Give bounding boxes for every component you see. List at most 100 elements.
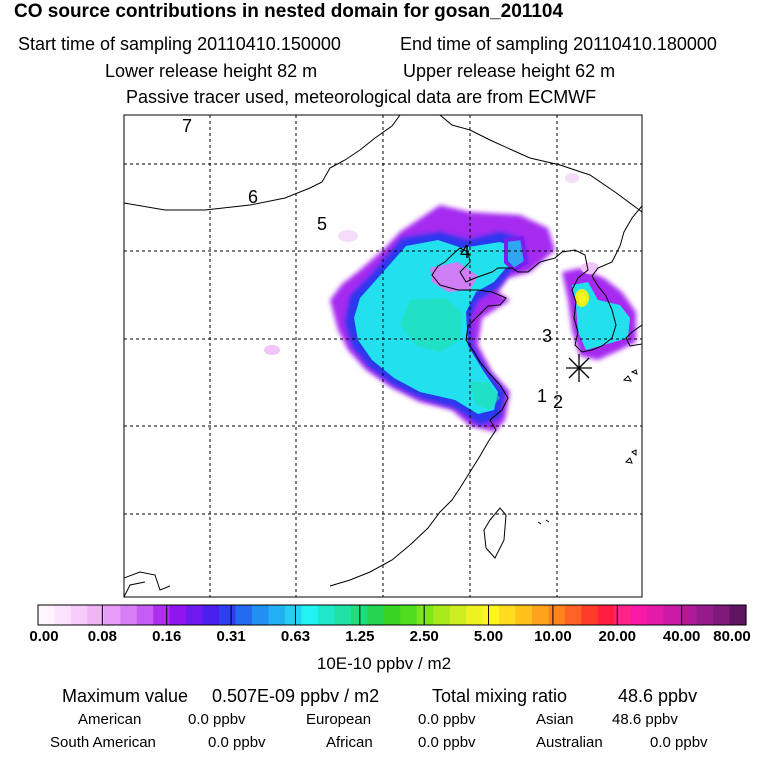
region-number-7: 7 [182,116,192,136]
faint-patch-d [338,230,358,242]
colorbar-swatch [103,605,121,625]
faint-patch-c [581,262,599,274]
china-coast-line [329,247,541,587]
colorbar-swatch [219,605,237,625]
colorbar-swatch [400,605,418,625]
end-time-label: End time of sampling 20110410.180000 [400,34,717,54]
colorbar-swatch [38,605,56,625]
plume-layer [264,173,636,432]
tracer-note: Passive tracer used, meteorological data… [126,87,597,107]
region-value-south-american: 0.0 ppbv [208,734,266,751]
colorbar-frame [37,604,747,626]
northeast-border-line [439,115,642,213]
colorbar-swatch [136,605,154,625]
region-number-6: 6 [248,187,258,207]
colorbar-swatch [663,605,681,625]
colorbar-tick-label: 40.00 [662,628,701,645]
southwest-coast-line [124,571,171,591]
taiwan-outline [483,507,507,559]
colorbar-swatch [383,605,401,625]
southwest-border-line [124,581,146,597]
map-frame [123,114,643,598]
colorbar-swatch [597,605,615,625]
colorbar-swatch [696,605,714,625]
colorbar-tick-label: 10.00 [534,628,572,645]
colorbar-swatch [433,605,451,625]
plot-title: CO source contributions in nested domain… [14,1,564,22]
colorbar-swatch [120,605,138,625]
coastlines [124,115,642,597]
asterisk-icon [566,354,592,382]
colorbar-swatch [235,605,253,625]
colorbar-swatch [284,605,303,625]
region-value-american: 0.0 ppbv [188,711,246,728]
colorbar-tick-label: 0.16 [152,628,182,645]
colorbar-swatch [252,605,270,625]
total-mixing-value: 48.6 ppbv [618,686,698,706]
region-name-asian: Asian [536,711,574,728]
colorbar-swatch [169,605,187,625]
plume-inner-teal-south [470,382,500,410]
max-value: 0.507E-09 ppbv / m2 [212,686,380,706]
max-value-label: Maximum value [62,686,189,706]
colorbar-swatch [499,605,517,625]
lat-lon-grid [124,115,642,597]
upper-release-label: Upper release height 62 m [403,61,616,81]
colorbar-swatch [449,605,467,625]
colorbar-swatch [515,605,533,625]
japan-coast-line [625,324,642,347]
total-mixing-label: Total mixing ratio [432,686,568,706]
colorbar-swatch [416,605,434,625]
lower-release-label: Lower release height 82 m [105,61,318,81]
colorbar-tick-label: 0.63 [280,628,311,645]
colorbar-swatch [531,605,550,625]
colorbar-swatch [466,605,484,625]
colorbar-swatch [564,605,582,625]
colorbar-tick-label: 0.31 [216,628,246,645]
region-name-african: African [326,734,373,751]
region-name-european: European [306,711,372,728]
region-number-1: 1 [537,386,547,406]
region-name-american: American [78,711,142,728]
colorbar-swatch [301,605,319,625]
region-value-australian: 0.0 ppbv [650,734,708,751]
colorbar-swatch [268,605,286,625]
colorbar-swatch [54,605,72,625]
colorbar-tick-label: 20.00 [598,628,637,645]
islands-line [537,369,638,525]
north-border-line [124,115,401,211]
colorbar-swatch [186,605,204,625]
colorbar-tick-label: 0.08 [87,628,117,645]
colorbar-swatch [630,605,648,625]
faint-patch-a [264,345,280,355]
colorbar [37,604,747,626]
korea-plume-peak-ring [578,293,586,303]
faint-patch-b [565,173,579,183]
region-number-4: 4 [460,242,470,262]
colorbar-swatch [367,605,385,625]
region-numbers: 7 6 5 4 3 1 2 [182,116,563,412]
plume-inner-teal [400,298,462,352]
start-time-label: Start time of sampling 20110410.150000 [18,34,341,54]
korea-coast-line [539,205,642,353]
colorbar-swatch [647,605,665,625]
colorbar-swatch [729,605,747,625]
region-number-5: 5 [317,214,327,234]
colorbar-swatch [614,605,632,625]
region-number-3: 3 [542,326,552,346]
colorbar-swatch [548,605,566,625]
region-value-european: 0.0 ppbv [418,711,476,728]
colorbar-swatch [202,605,220,625]
colorbar-tick-label: 0.00 [29,628,59,645]
colorbar-tick-label: 80.00 [713,628,751,645]
region-value-african: 0.0 ppbv [418,734,476,751]
region-name-australian: Australian [536,734,603,751]
colorbar-swatch [482,605,500,625]
colorbar-swatch [317,605,335,625]
colorbar-swatch [334,605,352,625]
colorbar-tick-label: 2.50 [409,628,439,645]
north-korea-patch [504,235,529,273]
colorbar-units: 10E-10 ppbv / m2 [316,654,452,673]
colorbar-swatch [581,605,599,625]
